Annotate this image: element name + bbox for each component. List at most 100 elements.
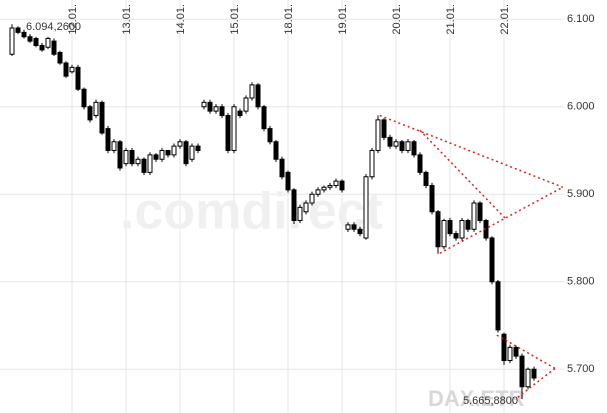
candle-body <box>327 185 333 188</box>
candle-body <box>393 141 399 147</box>
candle-body <box>459 220 465 239</box>
candle-body <box>135 158 141 165</box>
candle-body <box>39 45 45 51</box>
candle-body <box>477 202 483 221</box>
candle-body <box>339 180 345 191</box>
candle-body <box>219 106 225 116</box>
candle-body <box>99 101 105 134</box>
candle-body <box>315 189 321 195</box>
candle-body <box>33 38 39 46</box>
candle-body <box>429 185 435 213</box>
candle-body <box>513 346 519 357</box>
y-tick-label: 6.100 <box>567 13 595 25</box>
x-tick-label: 13.01. <box>121 4 133 35</box>
candle-body <box>501 333 507 361</box>
candle-body <box>363 176 369 239</box>
candle-body <box>63 62 69 77</box>
candle-body <box>45 38 51 48</box>
candle-body <box>423 171 429 186</box>
candle-body <box>297 206 303 221</box>
trendline <box>379 114 564 188</box>
candle-body <box>369 150 375 178</box>
symbol-label: DAX.ETR <box>428 386 525 411</box>
candle-body <box>417 154 423 173</box>
candle-body <box>411 141 417 156</box>
candle-body <box>147 154 153 173</box>
candle-body <box>153 154 159 160</box>
candle-body <box>507 346 513 361</box>
candle-body <box>225 115 231 151</box>
candle-body <box>27 36 33 42</box>
candle-body <box>465 220 471 230</box>
candle-body <box>291 189 297 221</box>
x-tick-label: 21.01. <box>445 4 457 35</box>
y-tick-label: 5.800 <box>567 276 595 288</box>
candle-body <box>279 158 285 178</box>
candle-body <box>237 110 243 116</box>
candle-body <box>15 27 21 33</box>
candle-body <box>165 150 171 156</box>
candle-body <box>93 101 99 116</box>
candle-body <box>195 145 201 151</box>
candle-body <box>471 202 477 230</box>
candle-body <box>303 202 309 213</box>
candle-body <box>441 220 447 248</box>
candle-body <box>207 101 213 112</box>
candle-body <box>435 211 441 248</box>
candle-body <box>285 171 291 191</box>
candle-body <box>525 368 531 388</box>
candle-body <box>531 368 537 379</box>
candle-body <box>381 119 387 138</box>
candle-body <box>489 237 495 283</box>
candle-body <box>123 150 129 165</box>
candle-body <box>309 193 315 204</box>
x-tick-label: 19.01. <box>337 4 349 35</box>
candle-body <box>21 31 27 38</box>
candle-body <box>357 228 363 235</box>
candle-body <box>177 141 183 147</box>
candle-body <box>333 180 339 186</box>
x-tick-label: 15.01. <box>229 4 241 35</box>
candle-body <box>273 141 279 160</box>
annotation: 6.094,2600 <box>26 21 81 33</box>
candle-body <box>231 106 237 151</box>
candle-body <box>75 66 81 90</box>
candle-body <box>129 150 135 165</box>
candle-body <box>387 136 393 147</box>
candle-body <box>141 158 147 173</box>
candle-body <box>51 40 57 55</box>
candle-body <box>255 84 261 108</box>
candle-body <box>375 119 381 151</box>
y-tick-label: 5.700 <box>567 363 595 375</box>
candle-body <box>345 224 351 230</box>
trendline <box>439 186 564 254</box>
candle-body <box>105 128 111 151</box>
candle-body <box>399 141 405 151</box>
candle-body <box>189 145 195 160</box>
candle-body <box>201 101 207 108</box>
candle-body <box>183 141 189 165</box>
candle-body <box>519 355 525 388</box>
candle-body <box>261 106 267 130</box>
x-tick-label: 12.01. <box>67 4 79 35</box>
candle-body <box>81 88 87 108</box>
candle-body <box>117 141 123 169</box>
candle-body <box>171 145 177 156</box>
candle-body <box>9 27 15 55</box>
trendline <box>419 129 506 219</box>
x-tick-label: 20.01. <box>391 4 403 35</box>
candle-body <box>69 66 75 73</box>
candle-body <box>159 150 165 160</box>
y-tick-label: 5.900 <box>567 188 595 200</box>
candle-body <box>447 220 453 235</box>
candle-body <box>57 52 63 64</box>
candle-body <box>213 106 219 112</box>
candle-body <box>249 84 255 99</box>
y-tick-label: 6.000 <box>567 101 595 113</box>
watermark: .comdirect <box>120 183 383 241</box>
candle-body <box>495 281 501 331</box>
annotation: 5.665,8800 <box>463 395 518 407</box>
x-tick-label: 22.01. <box>499 4 511 35</box>
candle-body <box>87 106 93 121</box>
